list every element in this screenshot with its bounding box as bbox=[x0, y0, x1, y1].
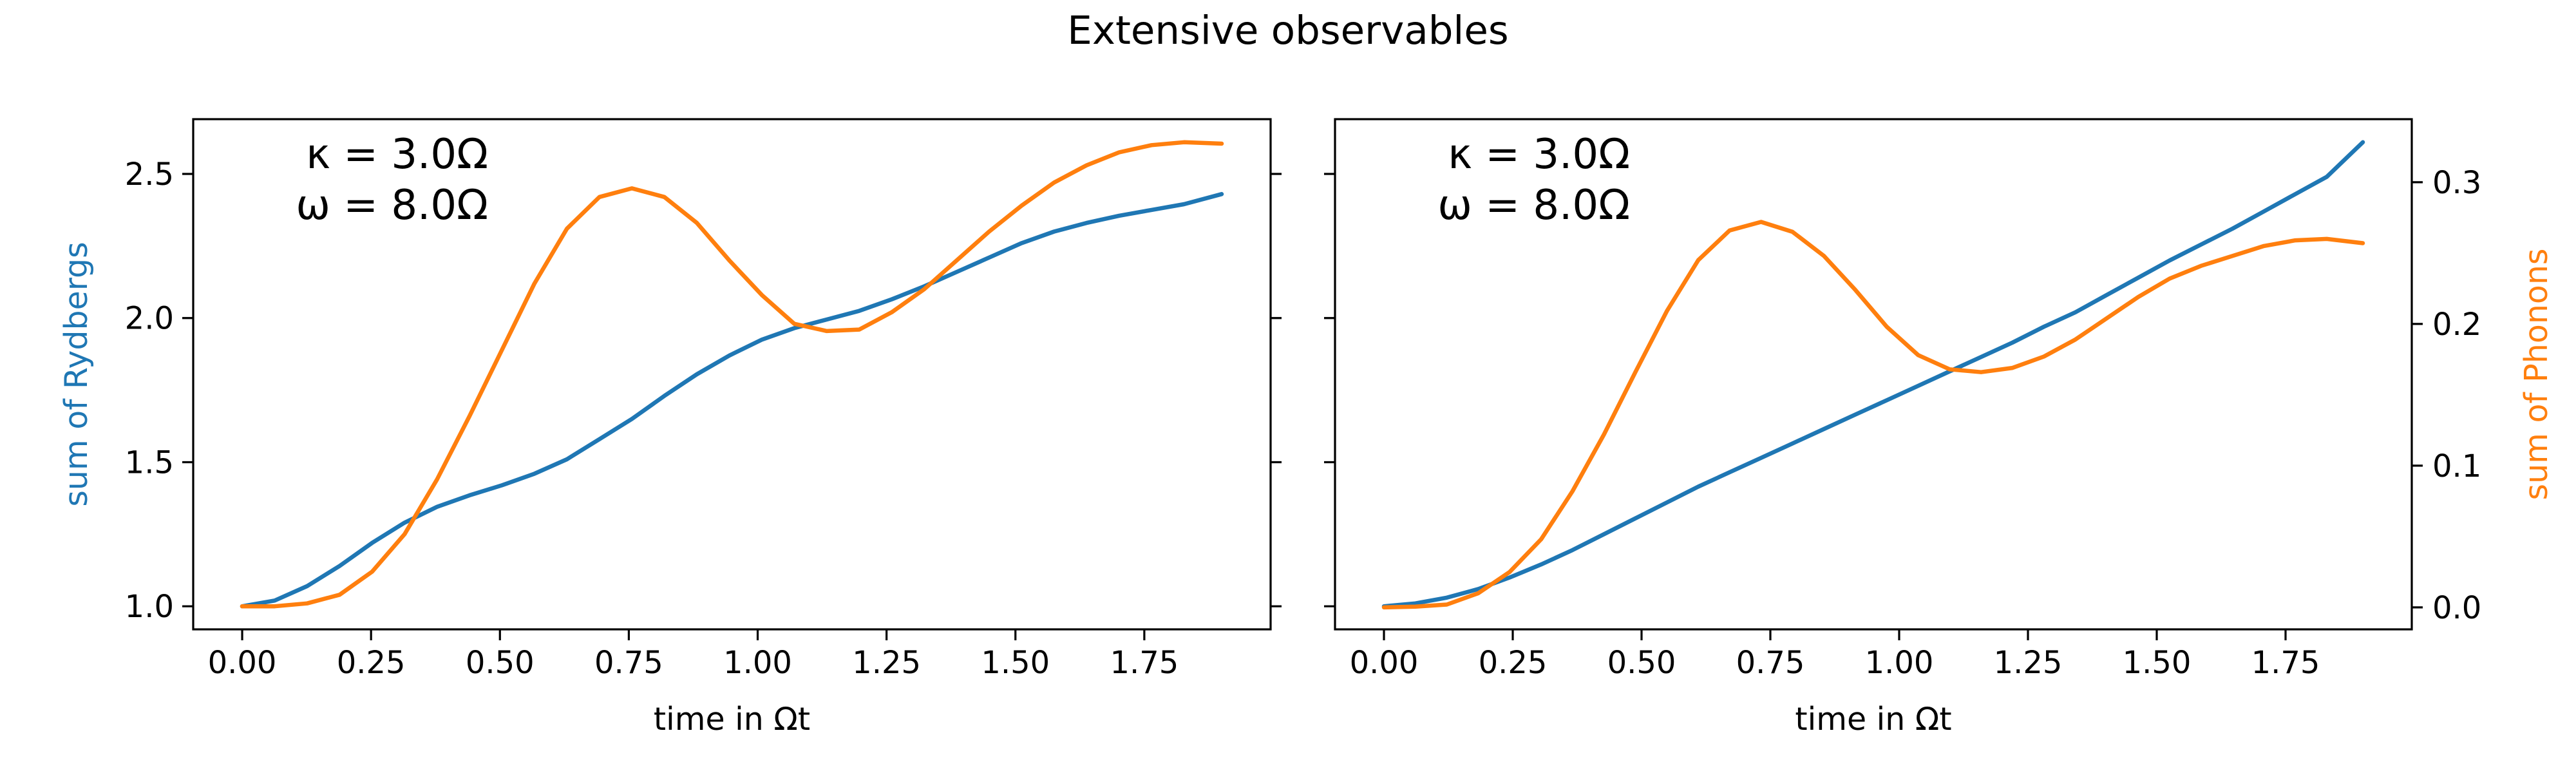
y-tick-label: 2.0 bbox=[125, 301, 174, 337]
x-tick-label: 1.75 bbox=[1110, 645, 1179, 681]
x-tick-label: 1.00 bbox=[1865, 645, 1934, 681]
x-axis-label: time in Ωt bbox=[654, 701, 810, 738]
series-line-blue bbox=[1381, 140, 2365, 609]
y-tick-label: 0.3 bbox=[2432, 165, 2481, 201]
figure-title: Extensive observables bbox=[1067, 8, 1508, 53]
annotation-kappa: κ = 3.0Ω bbox=[306, 131, 488, 178]
y-axis-label: sum of Rydbergs bbox=[58, 242, 95, 506]
y-tick-label: 0.2 bbox=[2432, 307, 2481, 343]
x-tick-label: 0.50 bbox=[1607, 645, 1676, 681]
x-tick-label: 0.50 bbox=[466, 645, 535, 681]
left-plot-panel: 0.00 0.25 0.50 0.75 1.00 1.25 1.50 1.75 time in … bbox=[58, 118, 1282, 738]
annotation-kappa: κ = 3.0Ω bbox=[1448, 131, 1630, 178]
annotation-omega: ω = 8.0Ω bbox=[1437, 182, 1630, 229]
annotation-omega: ω = 8.0Ω bbox=[296, 182, 488, 229]
x-tick-label: 1.50 bbox=[981, 645, 1050, 681]
axes-frame bbox=[192, 118, 1272, 631]
x-tick-label: 0.25 bbox=[337, 645, 406, 681]
y-tick-label: 1.5 bbox=[125, 444, 174, 481]
series-line-orange bbox=[1381, 220, 2365, 610]
x-tick-label: 1.75 bbox=[2251, 645, 2320, 681]
x-tick-label: 0.00 bbox=[1350, 645, 1419, 681]
x-tick-label: 0.75 bbox=[594, 645, 663, 681]
x-tick-label: 1.25 bbox=[852, 645, 921, 681]
x-tick-label: 1.00 bbox=[723, 645, 792, 681]
y-tick-label: 0.0 bbox=[2432, 590, 2481, 626]
right-plot-panel: 0.00 0.25 0.50 0.75 1.00 1.25 1.50 1.75 time in … bbox=[1324, 118, 2555, 738]
x-tick-label: 0.75 bbox=[1736, 645, 1805, 681]
series-line-orange bbox=[240, 140, 1224, 609]
series-line-blue bbox=[240, 192, 1224, 609]
x-axis-label: time in Ωt bbox=[1795, 701, 1951, 738]
y-tick-label: 0.1 bbox=[2432, 448, 2481, 484]
x-tick-label: 0.25 bbox=[1479, 645, 1548, 681]
x-tick-label: 1.50 bbox=[2123, 645, 2192, 681]
y-tick-label: 1.0 bbox=[125, 589, 174, 625]
axes-frame bbox=[1334, 118, 2413, 631]
x-tick-label: 1.25 bbox=[1994, 645, 2063, 681]
y-axis-label: sum of Phonons bbox=[2518, 249, 2555, 501]
y-tick-label: 2.5 bbox=[125, 157, 174, 193]
x-tick-label: 0.00 bbox=[208, 645, 277, 681]
